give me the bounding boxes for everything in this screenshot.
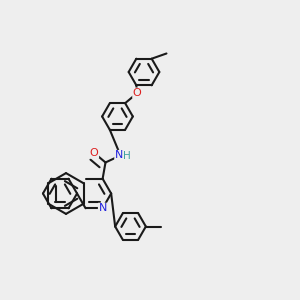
Text: H: H bbox=[123, 152, 131, 161]
Text: O: O bbox=[133, 88, 142, 98]
Text: O: O bbox=[90, 148, 98, 158]
Text: N: N bbox=[98, 203, 107, 213]
Text: N: N bbox=[115, 151, 123, 160]
